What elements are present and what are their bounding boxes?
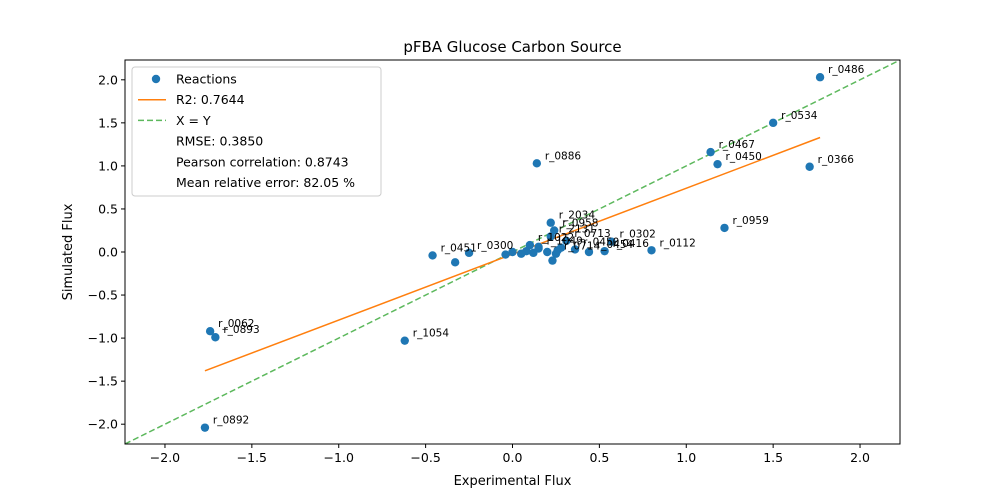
point-label: r_0958 xyxy=(562,217,598,229)
point-label: r_1054 xyxy=(413,328,450,340)
y-tick-label: −0.5 xyxy=(88,288,118,303)
point-label: r_0062 xyxy=(218,318,254,330)
y-tick-label: −2.0 xyxy=(88,417,118,432)
legend-label: R2: 0.7644 xyxy=(176,92,245,107)
data-point xyxy=(532,159,542,168)
data-point xyxy=(529,248,538,258)
point-label: r_0486 xyxy=(828,64,865,76)
legend-marker-reactions xyxy=(151,74,161,84)
data-point xyxy=(647,246,656,255)
data-point xyxy=(548,256,557,265)
point-label: r_0892 xyxy=(213,415,249,427)
x-tick-label: −1.0 xyxy=(324,450,354,465)
legend-label: Reactions xyxy=(176,72,237,87)
data-point xyxy=(546,232,555,241)
data-point xyxy=(562,236,571,246)
points-layer xyxy=(200,73,825,432)
data-point xyxy=(508,247,517,257)
data-point xyxy=(543,247,552,257)
data-point xyxy=(584,247,594,257)
point-label: r_0714 xyxy=(564,241,601,253)
data-point xyxy=(450,258,460,267)
point-label: r_2131 xyxy=(559,224,595,236)
point-label: r_0959 xyxy=(732,215,768,227)
x-tick-label: 1.0 xyxy=(676,450,696,465)
data-point xyxy=(205,327,215,336)
point-label: r_0467 xyxy=(719,139,755,151)
point-label: r_0112 xyxy=(660,237,696,249)
point-label: r_0450 xyxy=(583,236,619,248)
point-label: r_0366 xyxy=(818,154,855,166)
data-point xyxy=(428,251,437,260)
y-tick-label: 0.0 xyxy=(98,245,118,260)
x-axis: −2.0 −1.5 −1.0 −0.5 0.0 0.5 1.0 1.5 2.0 xyxy=(150,444,870,465)
point-label: r_0302 xyxy=(620,229,656,241)
y-tick-label: 1.0 xyxy=(98,158,118,173)
data-point xyxy=(534,242,543,252)
x-axis-label: Experimental Flux xyxy=(454,474,572,489)
point-label: r_2034 xyxy=(559,210,596,222)
chart-title: pFBA Glucose Carbon Source xyxy=(403,38,621,56)
y-tick-label: 2.0 xyxy=(98,72,118,87)
x-tick-label: 0.5 xyxy=(589,450,609,465)
point-label: r_0534 xyxy=(781,110,818,122)
y-tick-label: 0.5 xyxy=(98,201,118,216)
y-tick-label: −1.0 xyxy=(88,331,118,346)
data-point xyxy=(706,147,715,157)
data-point xyxy=(815,73,825,82)
x-tick-label: 0.0 xyxy=(503,450,523,465)
y-axis-label: Simulated Flux xyxy=(61,203,76,300)
data-point xyxy=(720,223,729,233)
data-point xyxy=(600,246,609,256)
y-tick-label: 1.5 xyxy=(98,115,118,130)
x-tick-label: 2.0 xyxy=(850,450,870,465)
point-label: r_0454 xyxy=(597,239,634,251)
legend: Reactions R2: 0.7644 X = Y RMSE: 0.3850 Pear… xyxy=(131,66,382,197)
point-label: r_0886 xyxy=(545,150,582,162)
data-point xyxy=(200,423,210,432)
data-point xyxy=(607,237,616,246)
data-point xyxy=(805,162,814,171)
point-label: r_0893 xyxy=(223,324,259,336)
data-point xyxy=(546,218,555,227)
point-label: r_0416 xyxy=(613,238,650,250)
data-point xyxy=(522,246,531,256)
legend-label: RMSE: 0.3850 xyxy=(176,134,263,149)
legend-label: Mean relative error: 82.05 % xyxy=(176,175,355,190)
y-axis: −2.0 −1.5 −1.0 −0.5 0.0 0.5 1.0 1.5 2.0 xyxy=(88,72,125,432)
point-label: r_0450 xyxy=(726,151,762,163)
data-point xyxy=(211,333,220,342)
data-point xyxy=(464,248,474,258)
legend-label: X = Y xyxy=(176,113,211,128)
point-label: r_0713 xyxy=(574,228,610,240)
data-point xyxy=(713,159,722,169)
point-label: r_0451 xyxy=(441,242,477,254)
legend-box xyxy=(131,66,382,197)
x-tick-label: −0.5 xyxy=(410,450,440,465)
data-point xyxy=(553,246,562,255)
point-label: r_1022 xyxy=(538,232,574,244)
point-label: r_1049 xyxy=(547,236,583,248)
y-tick-label: −1.5 xyxy=(88,374,118,389)
data-point xyxy=(570,245,580,254)
data-point xyxy=(768,118,778,128)
legend-label: Pearson correlation: 0.8743 xyxy=(176,154,349,169)
x-tick-label: −2.0 xyxy=(150,450,180,465)
x-tick-label: −1.5 xyxy=(237,450,267,465)
x-tick-label: 1.5 xyxy=(763,450,783,465)
data-point xyxy=(400,336,409,345)
data-point xyxy=(501,250,510,259)
point-label: r_0300 xyxy=(477,240,513,252)
